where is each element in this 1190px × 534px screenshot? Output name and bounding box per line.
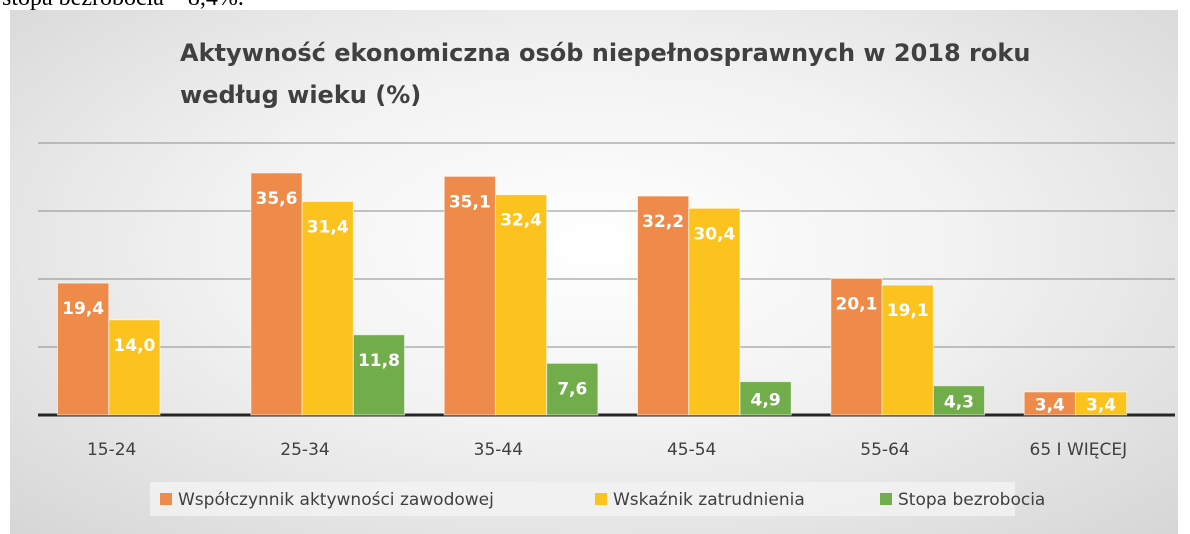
legend-box — [150, 482, 1015, 516]
bar — [546, 362, 599, 416]
data-label: 4,9 — [751, 390, 781, 410]
bar — [57, 282, 110, 416]
legend-swatch — [595, 493, 607, 505]
bar — [250, 172, 303, 416]
bar — [637, 195, 690, 416]
x-tick-label: 65 I WIĘCEJ — [1030, 440, 1128, 460]
header-text: stopa bezrobocia – 8,4%. — [2, 0, 244, 12]
data-label: 32,2 — [642, 212, 684, 232]
data-label: 32,4 — [500, 211, 542, 231]
bar — [301, 200, 354, 416]
data-label: 3,4 — [1086, 395, 1116, 415]
legend-label: Stopa bezrobocia — [898, 490, 1045, 510]
x-tick-label: 15-24 — [87, 440, 136, 460]
bar — [352, 334, 406, 416]
data-label: 14,0 — [113, 336, 155, 356]
bar — [881, 284, 934, 416]
data-label: 31,4 — [307, 217, 349, 237]
data-label: 7,6 — [557, 379, 587, 399]
data-label: 3,4 — [1035, 395, 1065, 415]
legend-label: Współczynnik aktywności zawodowej — [178, 490, 494, 510]
data-label: 4,3 — [944, 392, 974, 412]
legend-label: Wskaźnik zatrudnienia — [613, 490, 805, 510]
data-label: 30,4 — [693, 224, 735, 244]
data-label: 19,1 — [887, 301, 929, 321]
legend-swatch — [160, 493, 172, 505]
bar — [688, 207, 741, 416]
bar — [932, 385, 986, 416]
bar — [1074, 391, 1128, 416]
bar — [830, 277, 883, 416]
data-label: 19,4 — [62, 299, 104, 319]
chart-area — [10, 10, 1178, 534]
legend-swatch — [880, 493, 892, 505]
data-label: 35,6 — [256, 189, 298, 209]
bar — [494, 194, 548, 416]
x-tick-label: 55-64 — [860, 440, 909, 460]
x-tick-label: 45-54 — [667, 440, 716, 460]
bar — [739, 381, 792, 416]
data-label: 20,1 — [836, 294, 878, 314]
chart-title: Aktywność ekonomiczna osób niepełnospraw… — [180, 39, 1031, 109]
bar — [443, 175, 496, 416]
x-tick-label: 35-44 — [474, 440, 523, 460]
data-label: 35,1 — [449, 192, 491, 212]
bar — [108, 319, 161, 416]
x-tick-label: 25-34 — [280, 440, 329, 460]
data-label: 11,8 — [358, 351, 400, 371]
